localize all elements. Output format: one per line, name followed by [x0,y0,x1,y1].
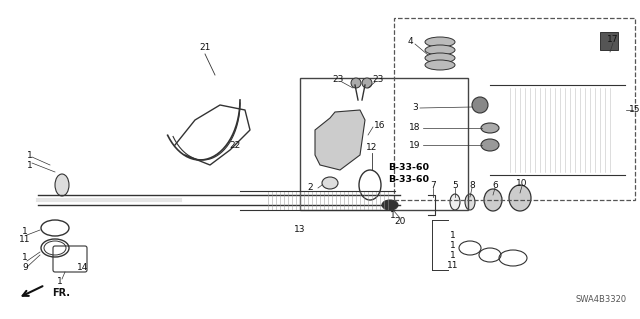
Ellipse shape [509,185,531,211]
Text: 5: 5 [452,181,458,189]
Text: 16: 16 [374,121,386,130]
Text: 17: 17 [607,35,619,44]
Text: 18: 18 [409,123,420,132]
Text: 23: 23 [332,76,344,85]
Text: FR.: FR. [52,288,70,298]
Text: 23: 23 [372,76,384,85]
Ellipse shape [55,174,69,196]
Text: 1: 1 [27,160,33,169]
Text: 22: 22 [229,140,241,150]
Text: 21: 21 [199,43,211,53]
Text: 9: 9 [22,263,28,272]
Text: B-33-60: B-33-60 [388,175,429,184]
Text: 4: 4 [407,38,413,47]
Bar [300,78,468,210]
Ellipse shape [465,194,475,210]
Text: 1: 1 [450,231,456,240]
Text: 14: 14 [77,263,89,272]
Text: 15: 15 [628,106,640,115]
Text: 1: 1 [450,250,456,259]
Text: 1: 1 [390,211,396,219]
Text: 1: 1 [27,151,33,160]
Text: 11: 11 [19,235,31,244]
Ellipse shape [425,37,455,47]
Bar [394,18,635,200]
Ellipse shape [382,200,398,210]
Text: SWA4B3320: SWA4B3320 [575,295,626,305]
Ellipse shape [484,189,502,211]
Text: 10: 10 [516,179,528,188]
Text: 11: 11 [447,261,459,270]
Ellipse shape [425,53,455,63]
Text: 6: 6 [492,181,498,189]
Ellipse shape [481,139,499,151]
Text: 8: 8 [469,181,475,189]
Ellipse shape [450,194,460,210]
Circle shape [351,78,361,88]
Ellipse shape [481,123,499,133]
Ellipse shape [425,45,455,55]
Text: B-33-60: B-33-60 [388,164,429,173]
Text: 12: 12 [366,144,378,152]
Polygon shape [315,110,365,170]
Circle shape [362,78,372,88]
Text: 7: 7 [430,181,436,189]
Text: 1: 1 [22,254,28,263]
Text: 1: 1 [22,227,28,236]
Text: 3: 3 [412,103,418,113]
Text: 20: 20 [394,218,406,226]
Text: 1: 1 [450,241,456,249]
Text: 13: 13 [294,226,306,234]
Bar [600,32,618,50]
Circle shape [472,97,488,113]
Text: 2: 2 [307,183,313,192]
Text: 1: 1 [57,278,63,286]
Ellipse shape [425,60,455,70]
Text: 19: 19 [409,140,420,150]
Ellipse shape [322,177,338,189]
